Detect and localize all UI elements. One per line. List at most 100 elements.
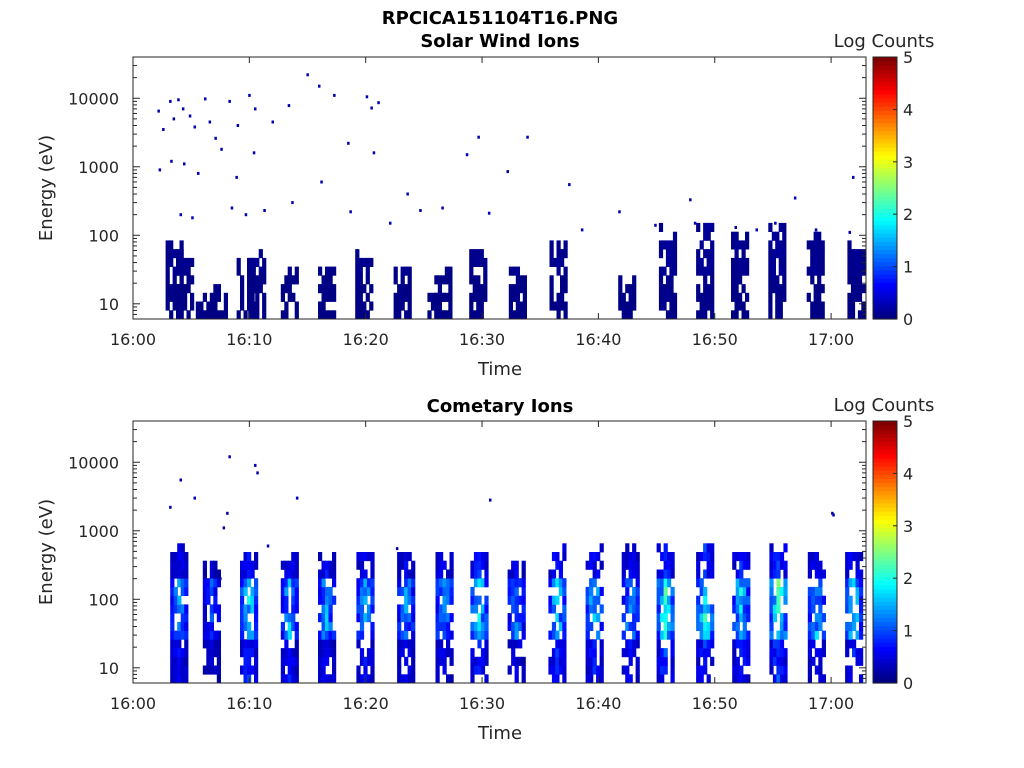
heat-cell xyxy=(596,630,601,640)
heat-cell xyxy=(243,656,248,666)
heat-cell xyxy=(512,292,517,302)
heat-cell xyxy=(514,639,519,649)
heat-cell xyxy=(243,552,248,562)
heat-cell xyxy=(658,284,664,294)
heat-cell xyxy=(585,560,590,570)
heat-cell xyxy=(183,292,188,302)
heat-cell xyxy=(325,292,330,302)
heat-cell xyxy=(563,310,568,320)
heat-cell xyxy=(734,240,739,250)
heat-cell xyxy=(359,595,365,605)
heat-cell xyxy=(665,284,671,294)
heat-cell xyxy=(411,630,416,640)
heat-cell xyxy=(599,560,604,570)
heat-cell xyxy=(470,674,475,684)
heat-cell xyxy=(703,621,708,631)
heat-cell xyxy=(393,275,398,285)
heat-cell xyxy=(180,604,185,614)
heat-cell xyxy=(854,292,859,302)
colorbar-segment xyxy=(873,310,897,316)
heat-cell xyxy=(448,292,453,302)
count-dot xyxy=(465,153,469,157)
heat-cell xyxy=(621,613,626,623)
heat-cell xyxy=(562,674,567,684)
heat-cell xyxy=(165,284,170,294)
heat-cell xyxy=(670,586,675,596)
heat-cell xyxy=(280,310,285,320)
heat-cell xyxy=(397,284,402,294)
heat-cell xyxy=(173,648,178,658)
heat-cell xyxy=(439,552,444,562)
heat-cell xyxy=(807,674,812,684)
heat-cell xyxy=(280,292,285,302)
heat-cell xyxy=(735,578,740,588)
colorbar-segment xyxy=(873,560,897,565)
heat-cell xyxy=(635,613,640,623)
heat-cell xyxy=(407,552,412,562)
heat-cell xyxy=(470,569,475,579)
heat-cell xyxy=(818,604,823,614)
heat-cell xyxy=(710,569,715,579)
heat-cell xyxy=(672,231,678,241)
heat-cell xyxy=(356,604,361,614)
heat-cell xyxy=(813,266,818,276)
heat-cell xyxy=(632,639,637,649)
heat-cell xyxy=(775,231,780,241)
heat-cell xyxy=(473,656,479,666)
heat-cell xyxy=(735,586,740,596)
heat-cell xyxy=(209,292,214,302)
heat-cell xyxy=(746,586,751,596)
heat-cell xyxy=(177,569,182,579)
heat-cell xyxy=(512,310,517,320)
heat-cell xyxy=(696,604,701,614)
heat-cell xyxy=(771,266,776,276)
colorbar-segment xyxy=(873,147,897,152)
heat-cell xyxy=(470,560,475,570)
heat-cell xyxy=(515,292,520,302)
colorbar-segment xyxy=(873,118,897,124)
heat-cell xyxy=(507,569,512,579)
heat-cell xyxy=(847,240,852,250)
heat-cell xyxy=(291,613,296,623)
heat-cell xyxy=(180,665,185,675)
heat-cell xyxy=(556,301,561,311)
heat-cell xyxy=(818,560,823,570)
heat-cell xyxy=(852,621,857,631)
heat-cell xyxy=(291,621,296,631)
heat-cell xyxy=(400,284,405,294)
heat-cell xyxy=(318,301,323,311)
heat-cell xyxy=(176,284,181,294)
heat-cell xyxy=(173,604,178,614)
heat-cell xyxy=(365,292,370,302)
heat-cell xyxy=(734,292,739,302)
heat-cell xyxy=(549,240,554,250)
count-dot xyxy=(349,210,352,214)
heat-cell xyxy=(854,249,859,259)
heat-cell xyxy=(442,630,447,640)
heat-cell xyxy=(854,284,859,294)
heat-cell xyxy=(321,578,326,588)
count-dot xyxy=(254,463,257,467)
heat-cell xyxy=(172,284,177,294)
count-dot xyxy=(222,526,226,530)
heat-cell xyxy=(284,674,289,684)
heat-cell xyxy=(817,292,822,302)
heat-cell xyxy=(703,665,708,675)
heat-cell xyxy=(469,310,474,320)
count-dot xyxy=(347,141,350,145)
colorbar-segment xyxy=(873,523,897,529)
colorbar-tick-label: 5 xyxy=(903,412,913,431)
heat-cell xyxy=(213,310,218,320)
heat-cell xyxy=(778,249,783,259)
heat-cell xyxy=(670,595,675,605)
heat-cell xyxy=(366,552,372,562)
heat-cell xyxy=(404,621,409,631)
heat-cell xyxy=(710,284,715,294)
heat-cell xyxy=(477,595,482,605)
heat-cell xyxy=(813,249,818,259)
heat-cell xyxy=(859,656,864,666)
heat-cell xyxy=(411,569,416,579)
heat-cell xyxy=(783,613,788,623)
y-tick-label: 100 xyxy=(88,590,119,609)
heat-cell xyxy=(243,560,248,570)
